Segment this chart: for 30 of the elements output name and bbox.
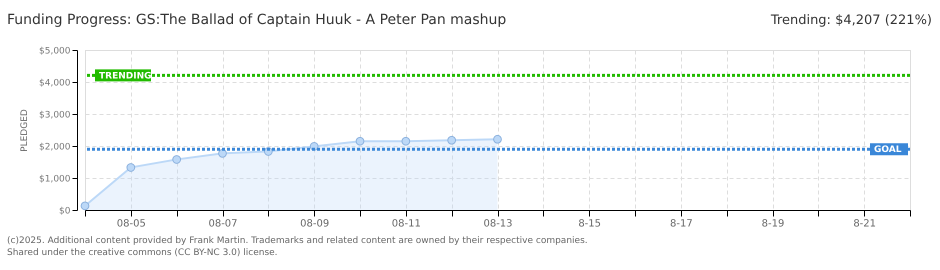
chart-title: Funding Progress: GS:The Ballad of Captain Huuk - A Peter Pan mashup (7, 12, 506, 28)
x-tick-label: 08-13 (483, 218, 513, 230)
x-tick-label: 08-05 (116, 218, 146, 230)
text: Trending: $4,207 (221%) (770, 13, 932, 28)
text: Shared under the creative commons (CC BY-NC 3.0) license. (7, 248, 278, 258)
y-axis-title: PLEDGED (20, 109, 30, 152)
point (493, 134, 502, 144)
y-tick-label: $2,000 (39, 142, 71, 152)
point (447, 136, 456, 145)
x-tick-label: 8-17 (670, 218, 693, 230)
point (356, 136, 364, 146)
text: (c)2025. Additional content provided by Frank Martin. Trademarks and related content are owned by their respective companies. (7, 236, 588, 246)
ref-line-label: GOAL (874, 145, 902, 156)
x-tick-label: 08-09 (300, 218, 330, 230)
y-tick-label: $1,000 (39, 174, 71, 184)
x-tick-label: 8-15 (578, 218, 602, 230)
x-tick-label: 08-07 (208, 218, 238, 230)
y-tick-label: $4,000 (39, 78, 71, 88)
point (126, 163, 136, 172)
x-tick-label: 08-11 (392, 218, 421, 230)
point (218, 148, 227, 158)
point (80, 201, 90, 210)
x-tick-label: 8-21 (853, 218, 876, 230)
y-tick-label: $0 (59, 206, 71, 216)
ref-line-label: TRENDING (99, 71, 152, 82)
point (401, 136, 410, 146)
y-tick-label: $5,000 (39, 46, 71, 56)
x-tick-label: 8-19 (762, 218, 784, 230)
point (172, 155, 182, 164)
y-tick-label: $3,000 (39, 110, 71, 120)
